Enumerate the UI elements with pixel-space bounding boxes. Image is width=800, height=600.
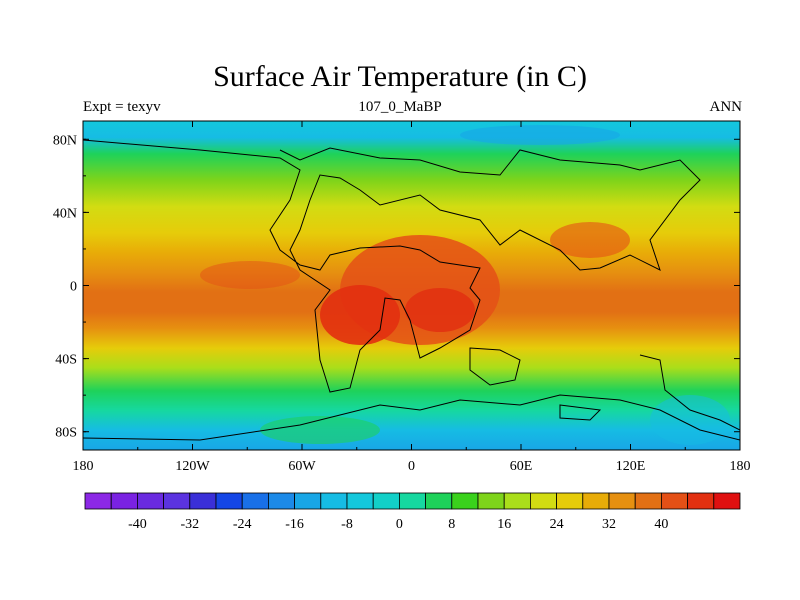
season-label: ANN [709,99,743,115]
colorbar-swatch [110,492,138,510]
antarctic-cold-region [650,395,730,445]
map-field [83,121,740,450]
asia-warm-region [550,222,630,258]
continent-outline-australasia [639,354,740,431]
colorbar-swatch [267,492,295,510]
colorbar-label: 0 [396,517,403,532]
experiment-label: Expt = texyv [83,99,161,115]
colorbar-label: 32 [602,517,616,532]
colorbar-swatch [163,492,191,510]
colorbar-swatch [294,492,322,510]
colorbar-swatch [241,492,269,510]
colorbar-swatch [84,492,112,510]
island-outline [559,404,602,421]
colorbar-swatch [634,492,662,510]
continent-outline-north [83,139,701,393]
pacific-warm-band [200,261,300,289]
colorbar-label: 40 [654,517,668,532]
arctic-cold-region [460,125,620,145]
y-tick-label: 80N [53,133,77,148]
x-tick-label: 0 [408,459,415,474]
colorbar-swatch [608,492,636,510]
colorbar-swatch [687,492,715,510]
colorbar-label: 24 [550,517,564,532]
continent-outline-south-east [469,347,521,386]
chart-title: Surface Air Temperature (in C) [213,60,587,93]
colorbar-label: -32 [180,517,199,532]
antarctic-coastline [83,394,740,441]
colorbar-swatch [215,492,243,510]
coastlines [83,139,740,441]
colorbar-label: -24 [233,517,252,532]
colorbar-label: 16 [497,517,511,532]
time-label: 107_0_MaBP [358,99,442,115]
colorbar-labels: -40 -32 -24 -16 -8 0 8 16 24 32 40 [128,517,668,532]
x-tick-label: 120E [616,459,646,474]
south-america-hot-spot [320,285,400,345]
colorbar-swatch [477,492,505,510]
x-tick-label: 180 [730,459,751,474]
colorbar-label: 8 [448,517,455,532]
x-axis: 180 120W 60W 0 60E 120E 180 [73,121,751,474]
colorbar-swatch [136,492,164,510]
x-tick-label: 120W [175,459,210,474]
southern-cool-band [260,416,380,444]
x-tick-label: 60W [288,459,316,474]
colorbar-swatch [582,492,610,510]
colorbar-swatch [372,492,400,510]
y-tick-label: 80S [55,426,77,441]
y-tick-label: 40S [55,353,77,368]
colorbar-swatch [189,492,217,510]
y-axis: 80N 40N 0 40S 80S [53,133,740,441]
colorbar-swatch [503,492,531,510]
colorbar-swatch [398,492,426,510]
colorbar [84,492,741,510]
colorbar-swatch [661,492,689,510]
colorbar-swatch [425,492,453,510]
colorbar-label: -40 [128,517,147,532]
x-tick-label: 60E [510,459,533,474]
y-tick-label: 0 [70,280,77,295]
colorbar-label: -8 [341,517,353,532]
colorbar-swatch [346,492,374,510]
colorbar-swatch [713,492,741,510]
africa-hot-spot [405,288,475,332]
x-tick-label: 180 [73,459,94,474]
colorbar-label: -16 [285,517,304,532]
colorbar-swatch [451,492,479,510]
colorbar-swatch [320,492,348,510]
colorbar-swatch [530,492,558,510]
y-tick-label: 40N [53,206,77,221]
colorbar-swatch [556,492,584,510]
